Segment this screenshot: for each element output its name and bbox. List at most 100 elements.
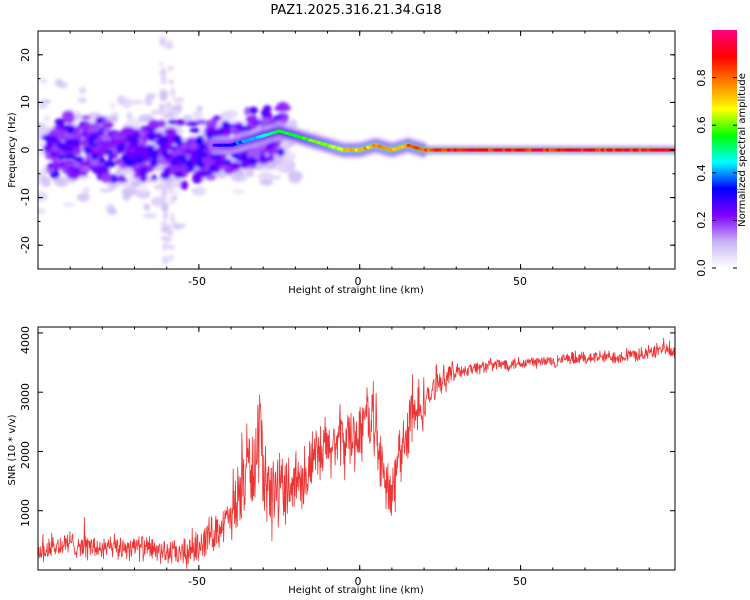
spectrogram-cell	[49, 154, 58, 159]
spectrogram-cell	[266, 154, 275, 162]
spectrogram-cell	[118, 181, 130, 187]
spectrogram-cell	[244, 106, 251, 116]
spectrogram-cell	[238, 125, 247, 131]
spectrogram-panel: -50 0 50 -20 -10 0 10 20 Height of strai…	[7, 30, 676, 296]
spectrogram-cell	[278, 141, 291, 147]
spectrogram-cell	[38, 170, 46, 179]
spectrogram-cell	[191, 186, 207, 196]
spectrogram-cell	[168, 254, 174, 262]
spectrogram-cell	[262, 105, 272, 112]
spectrogram-cell	[147, 148, 156, 154]
spectrogram-cell	[46, 168, 55, 173]
spectrogram-cell	[143, 203, 151, 211]
spectrogram-cell	[100, 173, 113, 183]
spectrogram-cell	[160, 95, 167, 102]
spectrogram-cell	[157, 120, 166, 128]
spectrogram-cell	[61, 110, 75, 121]
spectrogram-cell	[107, 155, 114, 161]
spectrogram-cell	[52, 160, 60, 170]
spectrogram-cell	[48, 131, 61, 136]
spectrogram-cell	[248, 106, 258, 115]
spectrogram-cell	[144, 95, 153, 106]
spectrogram-cell	[82, 186, 90, 195]
spectrogram-cell	[158, 104, 165, 113]
spectrogram-cell	[108, 205, 116, 215]
spectrogram-cell	[63, 155, 72, 160]
colorbar-label: Normalized spectral amplitude	[737, 73, 748, 227]
spectrogram-cell	[219, 164, 231, 170]
snr-ytick-4000: 4000	[19, 326, 32, 354]
spectrogram-xtick-m50: -50	[188, 275, 206, 288]
spectrogram-cell	[192, 175, 203, 184]
snr-series-line	[38, 337, 675, 569]
spectrogram-cell	[247, 148, 261, 157]
spectrogram-cell	[195, 138, 204, 145]
spectrogram-cell	[222, 128, 232, 136]
spectrogram-cell	[196, 105, 203, 112]
spectrogram-xtick-50: 50	[513, 275, 527, 288]
spectrogram-cell	[223, 110, 239, 118]
spectrogram-cell	[287, 170, 303, 182]
spectrogram-cell	[182, 114, 193, 122]
colorbar-tick-0.6: 0.6	[695, 116, 708, 134]
spectrogram-cell	[259, 179, 274, 186]
spectrogram-cell	[282, 151, 296, 161]
spectrogram-cell	[38, 208, 46, 215]
spectrogram-cell	[126, 118, 141, 129]
spectrogram-cell	[78, 86, 87, 94]
spectrogram-cell	[160, 221, 168, 226]
spectrogram-cell	[155, 132, 164, 141]
spectrogram-cell	[62, 159, 75, 166]
spectrogram-cell	[167, 65, 174, 72]
spectrogram-cell	[164, 236, 172, 244]
spectrogram-cell	[88, 122, 101, 133]
spectrogram-cell	[196, 119, 207, 125]
spectrogram-ytick-20: 20	[19, 48, 32, 62]
spectrogram-cell	[176, 140, 183, 146]
spectrogram-cell	[205, 119, 218, 128]
spectrogram-cell	[276, 147, 285, 157]
spectrogram-cell	[273, 115, 281, 120]
spectrogram-cell	[245, 126, 253, 132]
spectrogram-cell	[170, 217, 176, 226]
spectrogram-cell	[104, 149, 113, 155]
spectrogram-cell	[112, 132, 119, 139]
spectrogram-cell	[221, 120, 230, 128]
spectrogram-cell	[274, 106, 285, 111]
spectrogram-cell	[128, 136, 139, 146]
spectrogram-cell	[126, 111, 133, 121]
spectrogram-cell	[98, 156, 106, 164]
snr-xlabel: Height of straight line (km)	[288, 585, 424, 596]
spectrogram-cell	[162, 196, 167, 203]
spectrogram-cell	[169, 87, 176, 98]
spectrogram-cell	[46, 163, 54, 170]
snr-xtick-0: 0	[355, 575, 362, 588]
spectrogram-cell	[158, 62, 164, 67]
spectrogram-cell	[72, 111, 82, 116]
spectrogram-ytick-10: 10	[19, 95, 32, 109]
spectrogram-cell	[171, 223, 186, 229]
snr-ytick-3000: 3000	[19, 383, 32, 411]
spectrogram-cell	[90, 146, 100, 151]
spectrogram-cell	[170, 149, 184, 156]
snr-ylabel: SNR (10 * v/v)	[7, 414, 18, 485]
spectrogram-cell	[258, 171, 274, 183]
spectrogram-cell	[84, 148, 90, 155]
spectrogram-cell	[260, 109, 267, 119]
spectrogram-cell	[170, 157, 178, 167]
snr-ytick-1000: 1000	[19, 499, 32, 527]
spectrogram-cell	[110, 116, 119, 123]
colorbar-gradient	[712, 30, 737, 268]
spectrogram-cell	[81, 115, 91, 121]
snr-frame	[37, 326, 676, 571]
spectrogram-cell	[142, 213, 158, 219]
spectrogram-cell	[189, 127, 201, 133]
spectrogram-cell	[172, 137, 179, 142]
spectrogram-cell	[175, 119, 186, 126]
colorbar-tick-0.4: 0.4	[695, 164, 708, 182]
colorbar: 0.0 0.2 0.4 0.6 0.8 Normalized spectral …	[695, 30, 748, 277]
spectrogram-cell	[150, 156, 159, 161]
snr-xtick-m50: -50	[188, 575, 206, 588]
spectrogram-cell	[208, 126, 217, 133]
